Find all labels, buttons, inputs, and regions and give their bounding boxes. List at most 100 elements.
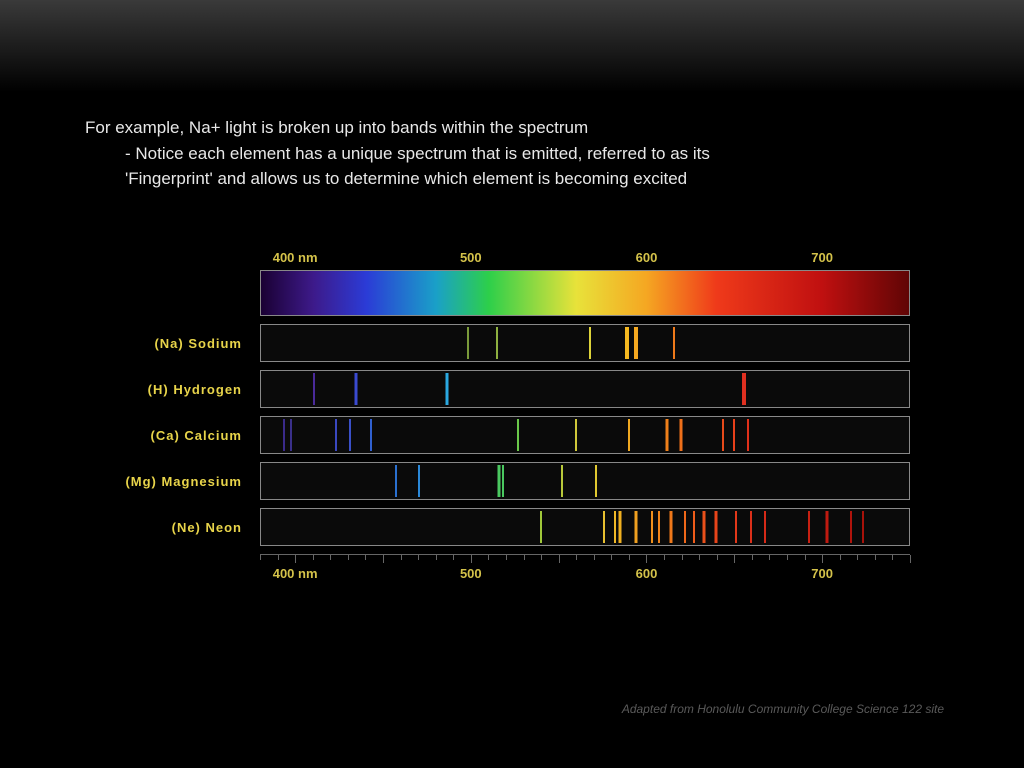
- element-label: (Ne) Neon: [90, 520, 260, 535]
- credit-text: Adapted from Honolulu Community College …: [622, 702, 944, 716]
- emission-line: [722, 419, 724, 451]
- emission-line: [693, 511, 695, 543]
- axis-tick: [330, 555, 331, 560]
- emission-line: [735, 511, 737, 543]
- axis-tick: [787, 555, 788, 560]
- emission-line: [354, 373, 357, 405]
- emission-line: [502, 465, 504, 497]
- emission-spectrum-box: [260, 508, 910, 546]
- emission-line: [628, 419, 630, 451]
- emission-line: [290, 419, 292, 451]
- continuous-spectrum-row: [90, 270, 940, 316]
- axis-label: 600: [636, 566, 658, 581]
- axis-tick: [822, 555, 823, 563]
- emission-spectrum-box: [260, 370, 910, 408]
- element-row: (Mg) Magnesium: [90, 462, 940, 500]
- emission-line: [673, 327, 675, 359]
- axis-tick: [857, 555, 858, 560]
- axis-labels-top: 400 nm 500 600 700: [260, 250, 910, 270]
- axis-tick: [805, 555, 806, 560]
- axis-tick: [629, 555, 630, 560]
- emission-line: [862, 511, 864, 543]
- axis-label: 500: [460, 250, 482, 265]
- emission-line: [658, 511, 660, 543]
- axis-label: 400 nm: [273, 250, 318, 265]
- axis-tick: [840, 555, 841, 560]
- emission-spectrum-box: [260, 462, 910, 500]
- emission-line: [703, 511, 706, 543]
- axis-label: 700: [811, 250, 833, 265]
- axis-label: 500: [460, 566, 482, 581]
- axis-label: 400 nm: [273, 566, 318, 581]
- axis-ticks-bottom: [260, 554, 910, 562]
- emission-line: [715, 511, 718, 543]
- axis-tick: [769, 555, 770, 560]
- axis-tick: [348, 555, 349, 560]
- elements-container: (Na) Sodium (H) Hydrogen (Ca) Calcium (Mg) …: [90, 324, 940, 546]
- element-label: (Mg) Magnesium: [90, 474, 260, 489]
- element-row: (Na) Sodium: [90, 324, 940, 362]
- emission-line: [445, 373, 448, 405]
- axis-tick: [752, 555, 753, 560]
- axis-tick: [541, 555, 542, 560]
- emission-line: [313, 373, 315, 405]
- axis-tick: [453, 555, 454, 560]
- axis-tick: [594, 555, 595, 560]
- axis-tick: [471, 555, 472, 563]
- axis-tick: [488, 555, 489, 560]
- emission-line: [733, 419, 735, 451]
- emission-line: [496, 327, 498, 359]
- emission-line: [850, 511, 852, 543]
- axis-tick: [576, 555, 577, 560]
- axis-tick: [418, 555, 419, 560]
- element-row: (Ca) Calcium: [90, 416, 940, 454]
- spectrum-diagram: 400 nm500600700 (Na) Sodium(H) Hydrogen(…: [90, 250, 940, 586]
- header-text: For example, Na+ light is broken up into…: [85, 115, 964, 192]
- emission-line: [603, 511, 605, 543]
- axis-tick: [436, 555, 437, 560]
- emission-line: [680, 419, 683, 451]
- axis-label: 600: [636, 250, 658, 265]
- emission-line: [335, 419, 337, 451]
- axis-tick: [717, 555, 718, 560]
- axis-tick: [892, 555, 893, 560]
- element-row: (H) Hydrogen: [90, 370, 940, 408]
- element-row: (Ne) Neon: [90, 508, 940, 546]
- emission-line: [614, 511, 616, 543]
- axis-tick: [295, 555, 296, 563]
- axis-tick: [699, 555, 700, 560]
- emission-line: [808, 511, 810, 543]
- axis-tick: [401, 555, 402, 560]
- axis-tick: [910, 555, 911, 563]
- emission-line: [747, 419, 749, 451]
- axis-tick: [611, 555, 612, 560]
- axis-tick: [313, 555, 314, 560]
- element-label: (H) Hydrogen: [90, 382, 260, 397]
- emission-spectrum-box: [260, 416, 910, 454]
- emission-line: [651, 511, 653, 543]
- axis-label: 700: [811, 566, 833, 581]
- axis-tick: [506, 555, 507, 560]
- header-line-3: 'Fingerprint' and allows us to determine…: [85, 166, 964, 192]
- emission-line: [395, 465, 397, 497]
- emission-line: [589, 327, 591, 359]
- emission-line: [666, 419, 669, 451]
- emission-line: [625, 327, 629, 359]
- emission-line: [825, 511, 828, 543]
- axis-tick: [682, 555, 683, 560]
- axis-tick: [524, 555, 525, 560]
- emission-line: [418, 465, 420, 497]
- emission-line: [517, 419, 519, 451]
- axis-tick: [646, 555, 647, 563]
- element-label: (Na) Sodium: [90, 336, 260, 351]
- emission-line: [540, 511, 542, 543]
- axis-tick: [278, 555, 279, 560]
- emission-line: [370, 419, 372, 451]
- emission-line: [467, 327, 469, 359]
- emission-line: [634, 511, 637, 543]
- continuous-spectrum-box: [260, 270, 910, 316]
- axis-tick: [875, 555, 876, 560]
- emission-line: [561, 465, 563, 497]
- element-label: (Ca) Calcium: [90, 428, 260, 443]
- axis-tick: [734, 555, 735, 563]
